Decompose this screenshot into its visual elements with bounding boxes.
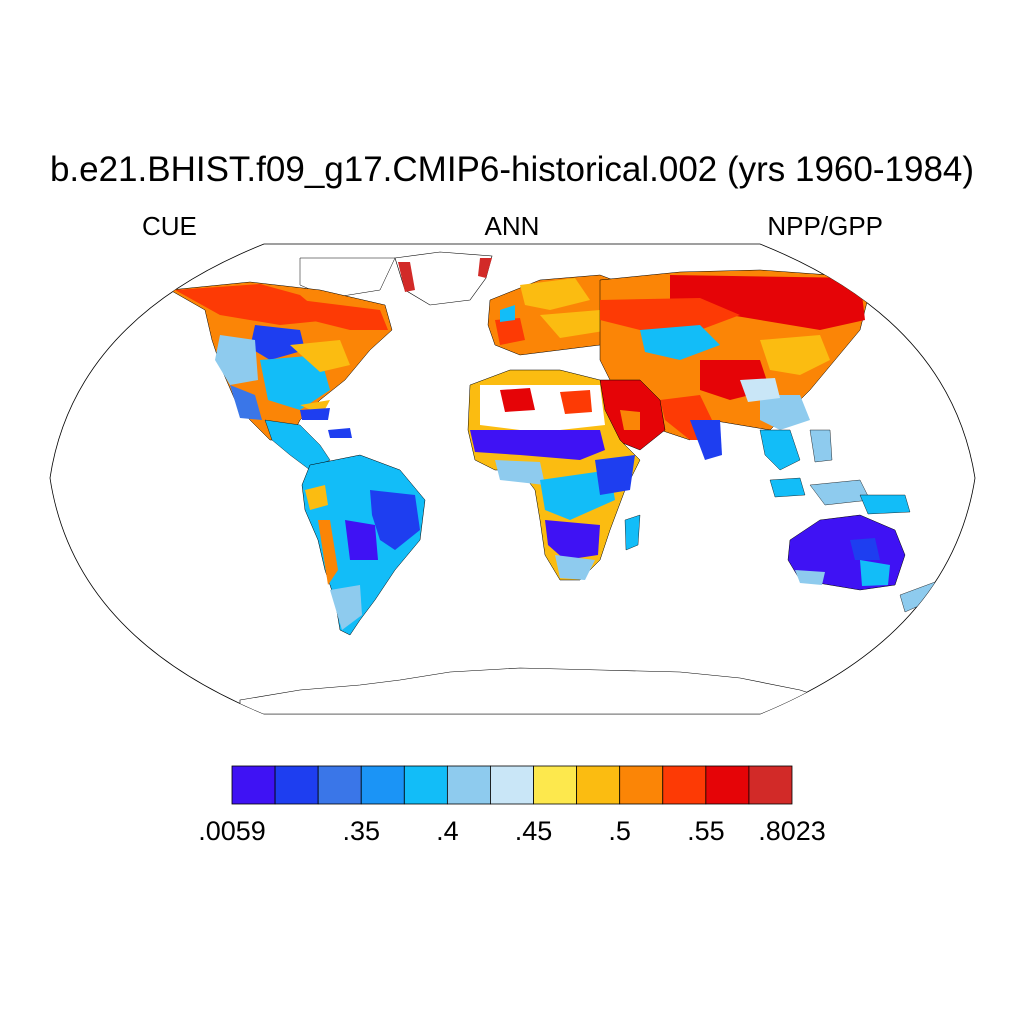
colorbar-swatch xyxy=(619,765,664,805)
north-america-region xyxy=(169,281,393,471)
australia-region xyxy=(787,514,936,613)
colorbar-swatch xyxy=(576,765,621,805)
colorbar-swatch xyxy=(274,765,319,805)
colorbar-tick-label: .4 xyxy=(436,816,459,846)
southeast-asia-region xyxy=(759,429,911,515)
colorbar-tick-label: .35 xyxy=(342,816,380,846)
colorbar-tick-label: .8023 xyxy=(758,816,826,846)
colorbar-tick-label: .45 xyxy=(515,816,553,846)
colorbar-swatch xyxy=(490,765,534,805)
colorbar-swatch xyxy=(317,765,362,805)
figure-title: b.e21.BHIST.f09_g17.CMIP6-historical.002… xyxy=(49,150,975,189)
colorbar-swatch xyxy=(748,765,793,805)
colorbar-swatch xyxy=(403,765,448,805)
ratio-label: NPP/GPP xyxy=(767,211,883,241)
africa-region xyxy=(467,369,641,581)
season-label: ANN xyxy=(484,211,540,241)
colorbar-tick-label: .55 xyxy=(687,816,725,846)
colorbar-swatch xyxy=(446,765,491,805)
colorbar-swatch xyxy=(662,765,707,805)
asia-region xyxy=(599,269,871,460)
colorbar-tick-label: .5 xyxy=(608,816,631,846)
colorbar-swatch xyxy=(360,765,405,805)
variable-label: CUE xyxy=(142,211,197,241)
colorbar-swatch xyxy=(705,765,750,805)
colorbar-swatch xyxy=(533,765,578,805)
south-america-region xyxy=(301,454,426,636)
greenland-region xyxy=(299,251,493,306)
colorbar-swatch xyxy=(231,765,276,805)
colorbar-tick-label: .0059 xyxy=(198,816,266,846)
